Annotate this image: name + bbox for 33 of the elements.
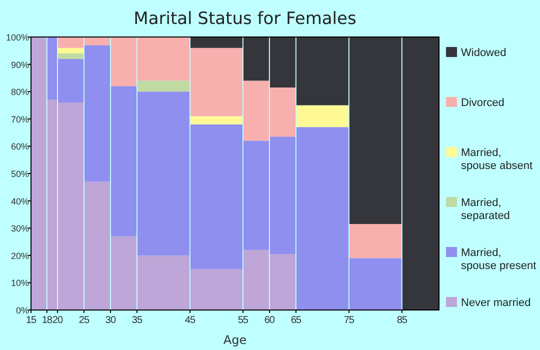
y-tick-label: 0% (16, 306, 29, 316)
legend-label: Never married (461, 297, 531, 309)
legend-label: Widowed (461, 47, 506, 59)
x-axis-title: Age (223, 333, 247, 347)
bar (190, 116, 242, 124)
y-tick-label: 70% (10, 114, 29, 124)
y-tick-label: 60% (10, 142, 29, 152)
x-tick-label: 55 (238, 315, 249, 326)
y-tick-label: 90% (10, 60, 29, 70)
chart-title: Marital Status for Females (134, 9, 356, 29)
x-tick-label: 20 (52, 315, 64, 326)
x-tick-label: 25 (78, 315, 90, 326)
x-tick-label: 15 (26, 315, 37, 326)
legend-label: Married, spouse present (461, 247, 536, 272)
y-tick-label: 80% (10, 87, 29, 98)
x-tick-label: 75 (344, 315, 355, 326)
x-tick-label: 85 (396, 315, 408, 326)
x-tick-label: 65 (290, 315, 302, 326)
legend-label: Divorced (461, 97, 504, 109)
y-tick-label: 10% (10, 278, 29, 288)
y-tick-label: 50% (10, 169, 29, 179)
x-tick-label: 18 (42, 315, 53, 326)
x-tick-label: 45 (184, 315, 196, 326)
x-tick-label: 30 (105, 315, 116, 326)
y-tick-label: 100% (6, 32, 29, 42)
legend-label: Married, spouse absent (461, 147, 533, 172)
y-tick-label: 20% (10, 250, 29, 261)
y-tick-label: 30% (10, 224, 29, 234)
legend-label: Married, separated (461, 197, 510, 222)
x-tick-label: 60 (264, 315, 276, 326)
bar (296, 105, 348, 128)
y-tick-label: 40% (10, 196, 29, 206)
x-tick-label: 35 (132, 315, 143, 326)
